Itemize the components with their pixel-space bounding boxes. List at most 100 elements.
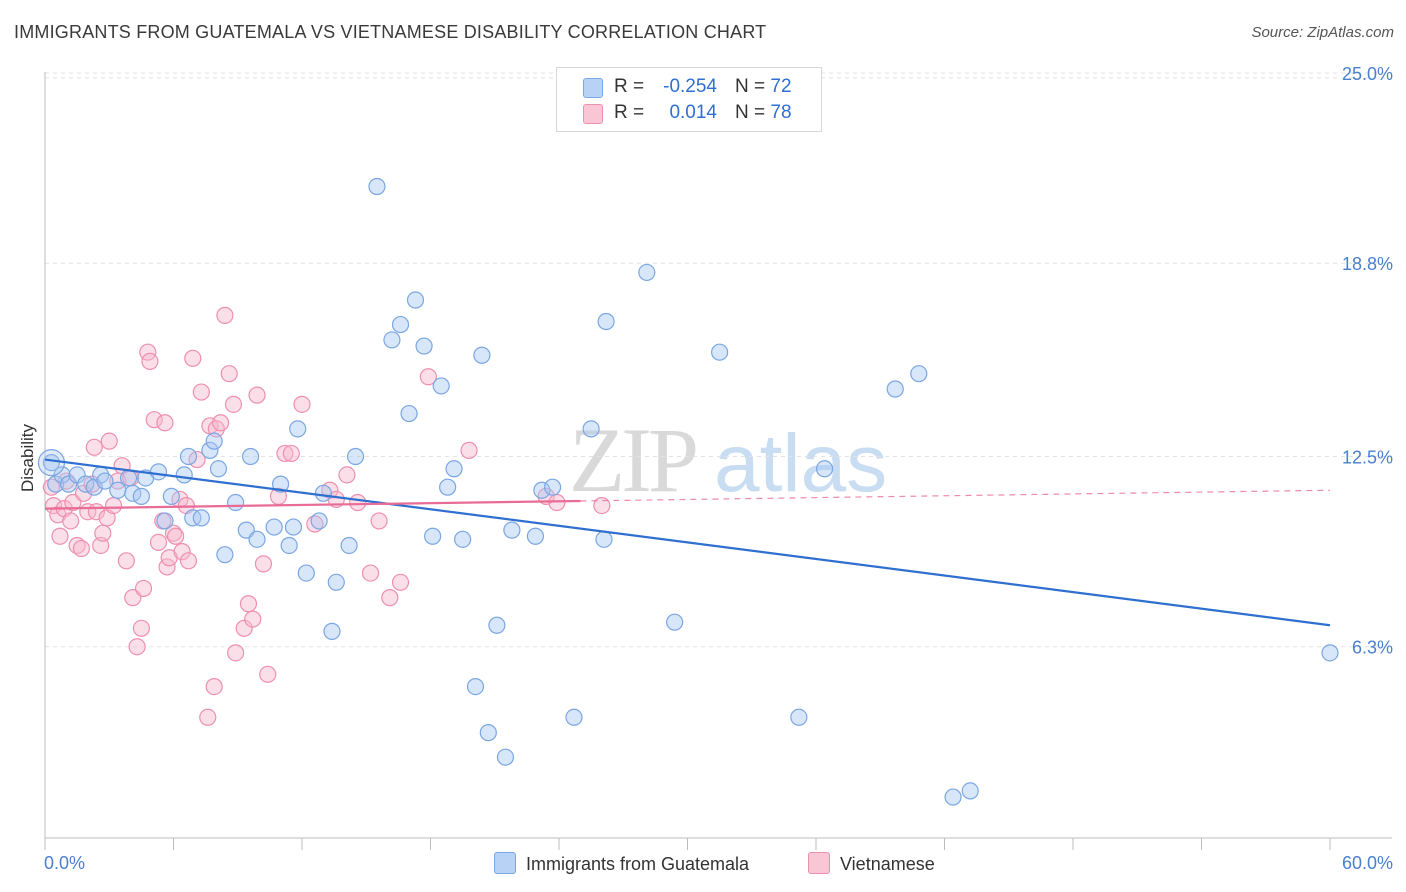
vietnamese-point [593, 496, 611, 515]
vietnamese-point [276, 444, 294, 463]
vietnamese-point [128, 638, 146, 656]
r-value: -0.254 [663, 76, 717, 97]
guatemala-point [815, 460, 834, 478]
watermark-zip: ZIP [569, 409, 696, 511]
guatemala-point [297, 564, 315, 582]
guatemala-point [119, 469, 138, 487]
guatemala-point [910, 365, 928, 383]
vietnamese-point [145, 411, 163, 429]
vietnamese-point [132, 619, 150, 637]
n-label-value: N = 72 [735, 76, 792, 98]
source-credit: Source: ZipAtlas.com [1251, 24, 1394, 41]
vietnamese-point [117, 552, 135, 570]
guatemala-point [265, 518, 283, 536]
vietnamese-point [184, 349, 202, 367]
vietnamese-point [179, 552, 198, 570]
guatemala-point [961, 782, 979, 800]
vietnamese-point [205, 677, 223, 696]
guatemala-point [479, 724, 497, 742]
vietnamese-trend-line [44, 499, 581, 510]
guatemala-point [466, 677, 485, 696]
watermark: ZIP atlas [569, 409, 887, 511]
chart-title: IMMIGRANTS FROM GUATEMALA VS VIETNAMESE … [14, 22, 767, 42]
trend-lines [44, 458, 1331, 627]
vietnamese-point [192, 383, 210, 401]
guatemala-point [175, 466, 193, 484]
guatemala-point [454, 530, 472, 548]
vietnamese-point [349, 493, 367, 512]
guatemala-point [227, 493, 245, 512]
y-tick-label: 12.5% [1342, 448, 1393, 468]
guatemala-point [944, 788, 962, 806]
vietnamese-point [419, 368, 437, 386]
guatemala-point [503, 521, 521, 539]
vietnamese-point [460, 441, 478, 459]
guatemala-point [156, 512, 174, 530]
y-tick-label: 25.0% [1342, 64, 1393, 84]
guatemala-point [406, 291, 425, 309]
vietnamese-point [220, 365, 238, 383]
correlation-legend: R = -0.254 N = 72 R = 0.014 N = 78 [556, 67, 822, 132]
vietnamese-point [212, 414, 230, 432]
vietnamese-point [62, 512, 80, 530]
vietnamese-point [244, 610, 262, 628]
vietnamese-point [72, 539, 91, 558]
guatemala-point [201, 441, 219, 459]
vietnamese-point [282, 444, 300, 463]
vietnamese-point [548, 493, 566, 512]
guatemala-points [37, 177, 1339, 806]
r-label: R = [614, 102, 645, 123]
guatemala-point [205, 432, 223, 450]
vietnamese-point [100, 432, 118, 450]
guatemala-point [1321, 644, 1339, 662]
guatemala-point [368, 177, 386, 196]
vietnamese-point [164, 524, 183, 542]
guatemala-point [314, 484, 333, 502]
vietnamese-point [141, 352, 159, 370]
guatemala-point [638, 263, 656, 282]
guatemala-point [327, 573, 345, 591]
guatemala-point [346, 447, 365, 466]
vietnamese-point [391, 573, 410, 591]
n-label-value: N = 78 [735, 102, 792, 124]
watermark-atlas: atlas [714, 418, 887, 509]
guatemala-point [496, 748, 515, 766]
vietnamese-point [224, 395, 243, 413]
guatemala-point [595, 530, 613, 548]
guatemala-point [711, 343, 729, 361]
guatemala-point [68, 466, 86, 484]
vietnamese-point [85, 438, 103, 456]
n-label: N = [735, 102, 766, 123]
r-value: 0.014 [669, 102, 717, 123]
vietnamese-point [199, 708, 217, 726]
guatemala-point [543, 478, 562, 496]
vietnamese-point [167, 527, 185, 545]
vietnamese-point [361, 564, 380, 582]
guatemala-point [445, 460, 463, 478]
guatemala-point [271, 475, 290, 493]
y-tick-label: 18.8% [1342, 254, 1393, 274]
pink-swatch [583, 104, 603, 124]
x-tick-label: 0.0% [44, 853, 85, 873]
guatemala-point [424, 527, 442, 545]
vietnamese-point [259, 665, 277, 683]
pink-swatch [808, 852, 830, 874]
guatemala-point [289, 420, 307, 438]
guatemala-point [209, 460, 228, 478]
x-tick-label: 60.0% [1342, 853, 1393, 873]
guatemala-point [415, 337, 433, 355]
guatemala-point [488, 616, 506, 634]
guatemala-point [383, 331, 401, 349]
guatemala-point [526, 527, 545, 545]
guatemala-point [340, 536, 358, 555]
guatemala-point [391, 315, 410, 334]
vietnamese-point [254, 555, 273, 573]
vietnamese-trend-extension [580, 489, 1331, 502]
guatemala-point [96, 472, 114, 490]
vietnamese-point [338, 466, 356, 484]
legend-label-guatemala: Immigrants from Guatemala [526, 854, 750, 874]
blue-swatch [583, 78, 603, 98]
vietnamese-point [83, 475, 101, 493]
n-value: 72 [770, 76, 792, 97]
blue-swatch [494, 852, 516, 874]
